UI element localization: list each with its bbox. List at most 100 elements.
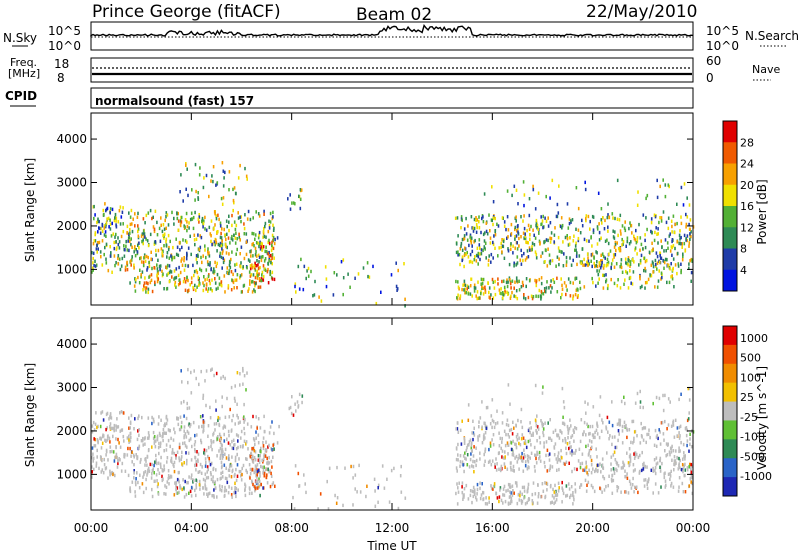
heatmap-cell — [268, 431, 271, 435]
heatmap-cell — [629, 276, 632, 280]
heatmap-cell — [470, 446, 473, 450]
heatmap-cell — [581, 218, 583, 223]
heatmap-cell — [244, 493, 247, 498]
heatmap-cell — [515, 263, 517, 267]
heatmap-cell — [615, 467, 617, 471]
heatmap-cell — [508, 485, 511, 489]
heatmap-cell — [259, 470, 261, 475]
heatmap-cell — [106, 426, 108, 430]
heatmap-cell — [690, 475, 693, 480]
heatmap-cell — [243, 222, 245, 226]
heatmap-cell — [292, 495, 294, 500]
heatmap-cell — [494, 292, 497, 297]
heatmap-cell — [245, 457, 247, 461]
heatmap-cell — [145, 286, 148, 290]
heatmap-cell — [483, 463, 486, 467]
heatmap-cell — [467, 403, 470, 407]
heatmap-cell — [271, 256, 273, 260]
heatmap-cell — [498, 444, 501, 448]
heatmap-cell — [265, 475, 268, 479]
heatmap-cell — [231, 278, 233, 282]
heatmap-cell — [209, 416, 212, 420]
heatmap-cell — [643, 484, 646, 488]
colorbar-swatch — [723, 382, 737, 403]
heatmap-cell — [153, 471, 155, 475]
heatmap-cell — [575, 254, 578, 258]
heatmap-cell — [528, 246, 531, 250]
heatmap-cell — [502, 244, 505, 249]
heatmap-cell — [262, 245, 265, 249]
heatmap-cell — [543, 240, 545, 244]
heatmap-cell — [484, 502, 487, 506]
heatmap-cell — [556, 290, 559, 294]
heatmap-cell — [250, 254, 252, 258]
heatmap-cell — [543, 441, 545, 445]
heatmap-cell — [164, 484, 166, 488]
heatmap-cell — [478, 220, 480, 224]
heatmap-cell — [225, 456, 228, 460]
heatmap-cell — [105, 221, 108, 225]
heatmap-cell — [105, 208, 107, 213]
heatmap-cell — [102, 434, 104, 439]
heatmap-cell — [557, 246, 560, 250]
heatmap-cell — [207, 467, 209, 472]
heatmap-cell — [207, 445, 210, 450]
heatmap-cell — [646, 482, 648, 487]
heatmap-cell — [691, 258, 693, 262]
heatmap-cell — [266, 270, 269, 274]
heatmap-cell — [224, 290, 226, 294]
heatmap-cell — [153, 229, 156, 234]
heatmap-cell — [549, 485, 552, 489]
colorbar-swatch — [723, 401, 737, 421]
heatmap-cell — [534, 383, 537, 388]
heatmap-cell — [523, 214, 525, 218]
heatmap-cell — [673, 230, 676, 235]
y-tick-label: 2000 — [56, 424, 87, 438]
heatmap-cell — [629, 482, 632, 486]
heatmap-cell — [181, 245, 183, 250]
heatmap-cell — [684, 468, 687, 472]
heatmap-cell — [488, 295, 490, 299]
heatmap-cell — [477, 280, 479, 284]
heatmap-cell — [493, 482, 496, 486]
heatmap-cell — [619, 248, 622, 253]
heatmap-cell — [609, 249, 612, 253]
heatmap-cell — [271, 448, 273, 452]
heatmap-cell — [356, 490, 358, 494]
heatmap-cell — [245, 252, 248, 257]
heatmap-cell — [585, 214, 588, 218]
heatmap-cell — [577, 294, 579, 298]
heatmap-cell — [579, 462, 582, 466]
heatmap-cell — [617, 246, 620, 251]
heatmap-cell — [596, 269, 598, 273]
heatmap-cell — [481, 441, 484, 445]
heatmap-cell — [641, 284, 643, 289]
heatmap-cell — [205, 460, 207, 465]
heatmap-cell — [530, 426, 532, 430]
heatmap-cell — [634, 238, 637, 242]
heatmap-cell — [545, 440, 548, 444]
heatmap-cell — [586, 471, 588, 475]
heatmap-cell — [501, 449, 504, 453]
heatmap-cell — [271, 253, 274, 257]
heatmap-cell — [185, 492, 188, 497]
heatmap-cell — [194, 463, 196, 468]
heatmap-cell — [598, 230, 601, 235]
heatmap-cell — [581, 452, 584, 456]
heatmap-cell — [478, 425, 480, 429]
colorbar-tick-label: 100 — [740, 371, 761, 384]
heatmap-cell — [159, 462, 162, 466]
heatmap-cell — [599, 462, 601, 466]
heatmap-cell — [206, 465, 209, 469]
heatmap-cell — [111, 449, 113, 454]
heatmap-cell — [500, 245, 502, 250]
heatmap-cell — [686, 443, 688, 448]
heatmap-cell — [216, 454, 218, 458]
heatmap-cell — [184, 444, 187, 448]
heatmap-cell — [482, 497, 484, 502]
heatmap-cell — [570, 493, 572, 498]
heatmap-cell — [235, 252, 237, 256]
heatmap-cell — [294, 202, 296, 206]
heatmap-cell — [482, 490, 484, 495]
heatmap-cell — [232, 446, 235, 451]
